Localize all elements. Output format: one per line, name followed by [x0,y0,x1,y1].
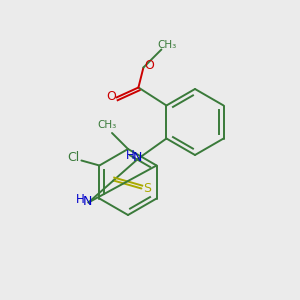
Text: N: N [133,151,142,164]
Text: H: H [76,193,85,206]
Text: Cl: Cl [67,151,80,164]
Text: S: S [143,182,152,195]
Text: N: N [83,195,92,208]
Text: O: O [145,59,154,72]
Text: H: H [126,149,135,162]
Text: CH₃: CH₃ [158,40,177,50]
Text: CH₃: CH₃ [98,120,117,130]
Text: O: O [106,90,116,103]
